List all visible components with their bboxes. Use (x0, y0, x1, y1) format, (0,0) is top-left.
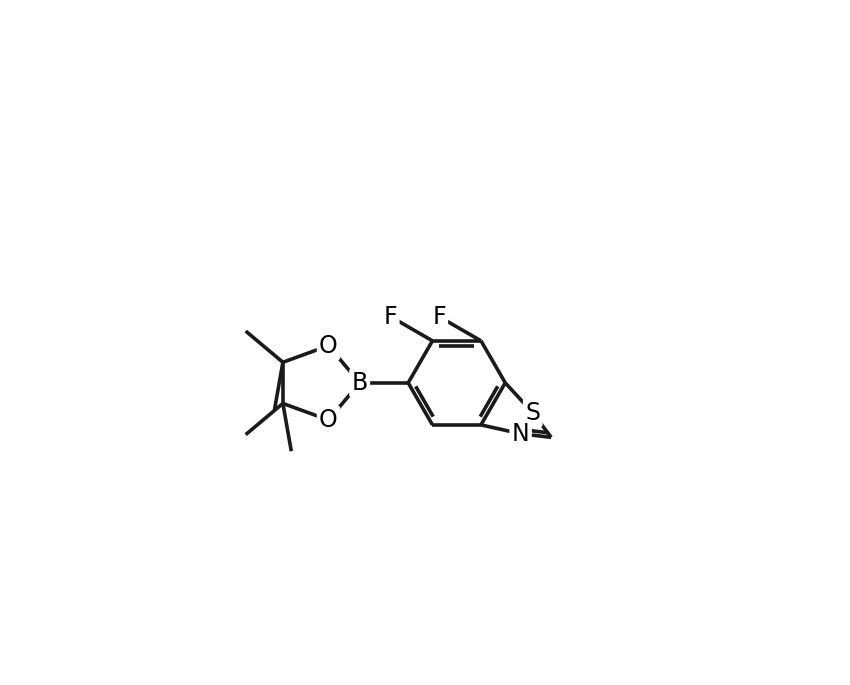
Text: S: S (525, 401, 541, 425)
Text: N: N (512, 422, 530, 446)
Text: B: B (352, 371, 368, 395)
Text: F: F (383, 305, 397, 329)
Text: O: O (319, 408, 337, 432)
Text: O: O (319, 334, 337, 358)
Text: F: F (432, 305, 445, 329)
